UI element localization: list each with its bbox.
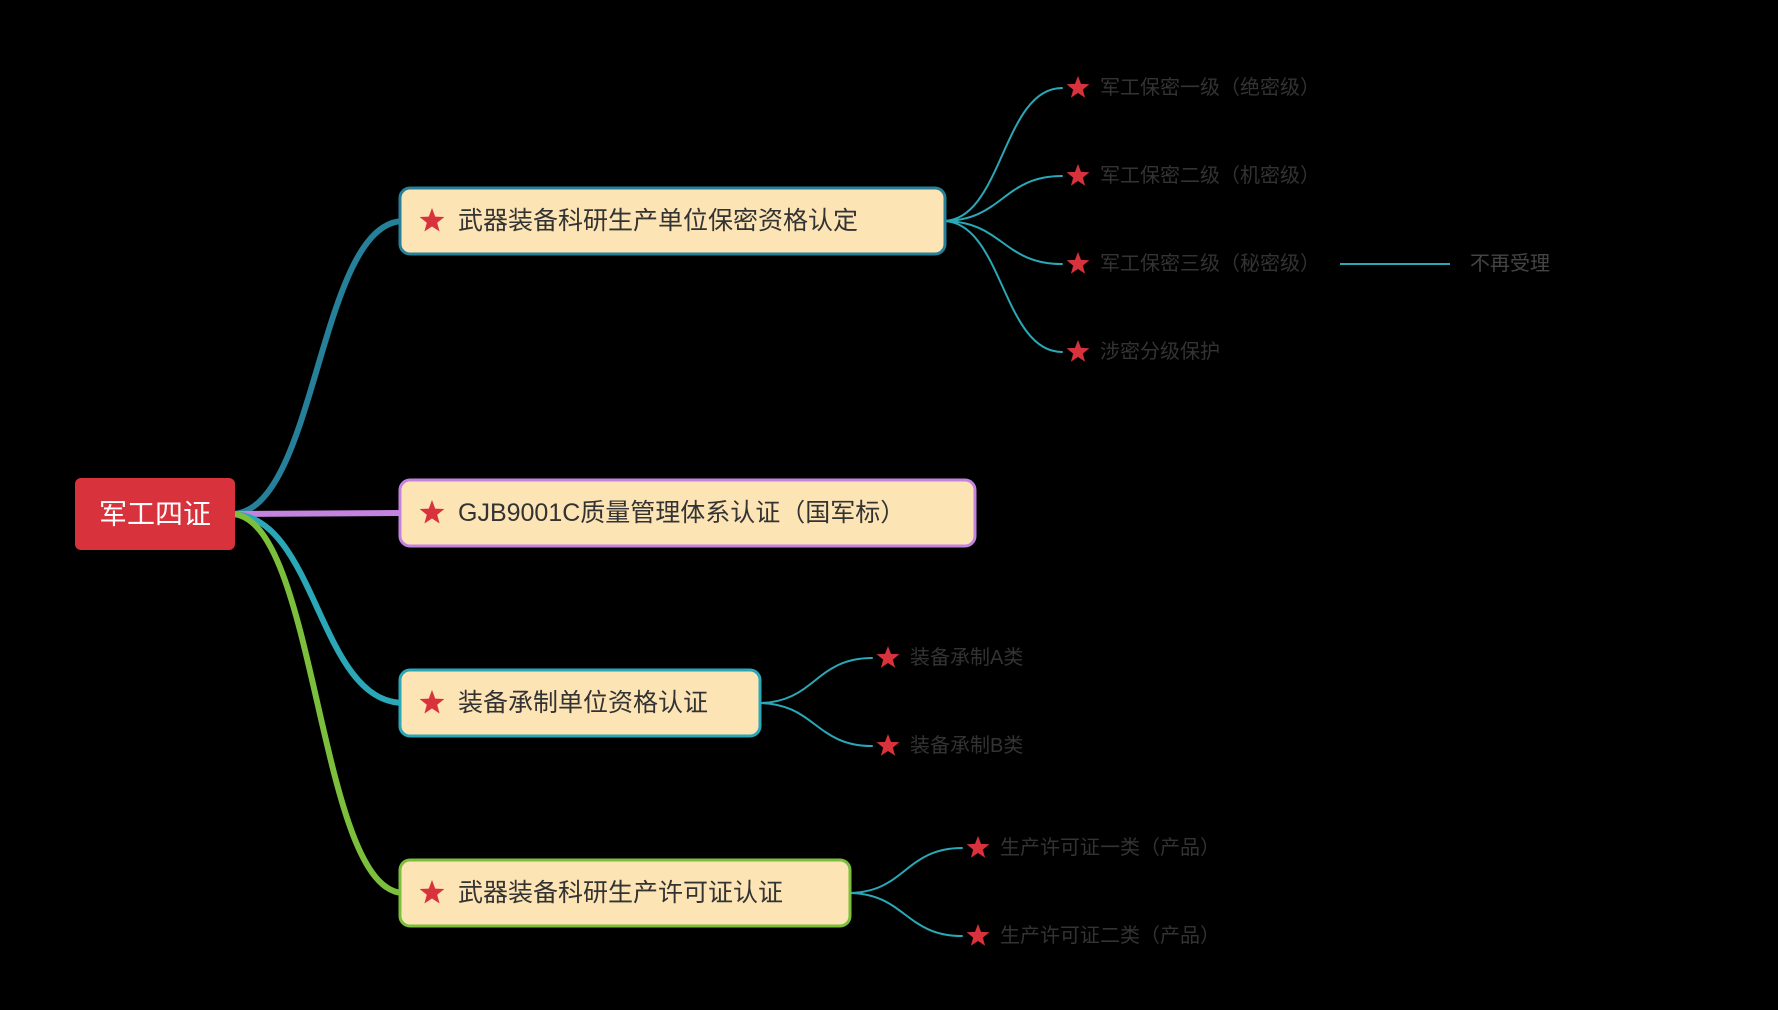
extra-label-sec-l3: 不再受理 (1470, 252, 1550, 275)
leaf-sec-l1: 军工保密一级（绝密级） (1100, 76, 1320, 99)
leaf-ctr-b: 装备承制B类 (910, 734, 1023, 757)
connector (231, 514, 404, 703)
star-icon (967, 836, 990, 858)
connector (758, 703, 872, 746)
branch-label-contractor: 装备承制单位资格认证 (458, 689, 708, 717)
star-icon (1067, 340, 1090, 362)
star-icon (1067, 164, 1090, 186)
connector (943, 221, 1062, 352)
leaf-lic-1: 生产许可证一类（产品） (1000, 836, 1220, 859)
connector (758, 658, 872, 703)
star-icon (1067, 76, 1090, 98)
connector (231, 514, 404, 893)
connector (943, 88, 1062, 221)
star-icon (877, 646, 900, 668)
branch-label-secrecy: 武器装备科研生产单位保密资格认定 (458, 207, 858, 235)
branch-label-license: 武器装备科研生产许可证认证 (458, 879, 783, 907)
connector (231, 221, 404, 514)
branch-label-gjb: GJB9001C质量管理体系认证（国军标） (458, 499, 905, 527)
leaf-sec-l3: 军工保密三级（秘密级） (1100, 252, 1320, 275)
star-icon (877, 734, 900, 756)
leaf-sec-cls: 涉密分级保护 (1100, 340, 1220, 363)
root-label: 军工四证 (99, 499, 211, 530)
leaf-lic-2: 生产许可证二类（产品） (1000, 924, 1220, 947)
leaf-sec-l2: 军工保密二级（机密级） (1100, 164, 1320, 187)
connector (943, 221, 1062, 264)
star-icon (967, 924, 990, 946)
star-icon (1067, 252, 1090, 274)
mindmap-canvas: 军工四证 武器装备科研生产单位保密资格认定 军工保密一级（绝密级） 军工保密二级（机密… (0, 0, 1778, 1010)
connector (943, 176, 1062, 221)
connector (848, 848, 962, 893)
connector (231, 513, 404, 514)
connector (848, 893, 962, 936)
leaf-ctr-a: 装备承制A类 (910, 646, 1023, 669)
